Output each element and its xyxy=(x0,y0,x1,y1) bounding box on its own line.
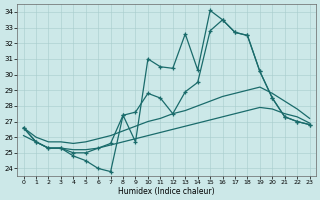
X-axis label: Humidex (Indice chaleur): Humidex (Indice chaleur) xyxy=(118,187,215,196)
